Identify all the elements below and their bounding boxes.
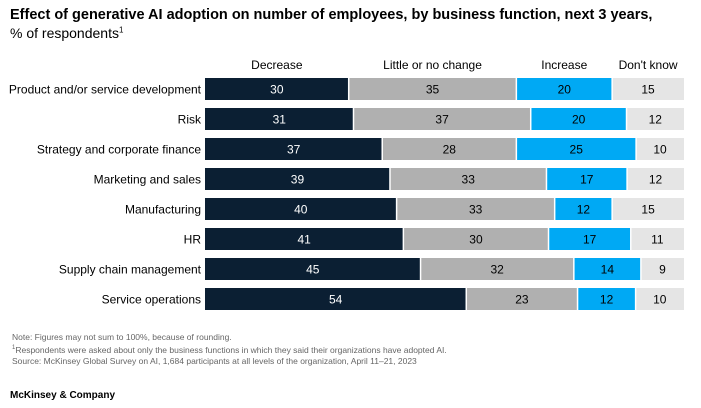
bar-segment-increase-marketing-and-sales <box>547 168 627 190</box>
value-label-increase-manufacturing: 12 <box>577 203 591 217</box>
chart-subtitle: % of respondents1 <box>10 25 123 41</box>
value-label-don-t-know-product-and-or-service-development: 15 <box>641 83 655 97</box>
bar-segment-little-or-no-change-marketing-and-sales <box>390 168 546 190</box>
value-label-increase-product-and-or-service-development: 20 <box>558 83 572 97</box>
value-label-decrease-strategy-and-corporate-finance: 37 <box>287 143 301 157</box>
value-label-little-or-no-change-manufacturing: 33 <box>469 203 483 217</box>
value-label-increase-strategy-and-corporate-finance: 25 <box>570 143 584 157</box>
value-label-decrease-product-and-or-service-development: 30 <box>270 83 284 97</box>
bar-segment-don-t-know-supply-chain-management <box>641 258 684 280</box>
value-label-decrease-service-operations: 54 <box>329 293 343 307</box>
value-label-little-or-no-change-risk: 37 <box>435 113 449 127</box>
legend-label-decrease: Decrease <box>251 58 303 72</box>
bar-segment-little-or-no-change-strategy-and-corporate-finance <box>382 138 516 160</box>
note-footnote-text: Respondents were asked about only the bu… <box>15 344 447 355</box>
value-label-don-t-know-service-operations: 10 <box>653 293 667 307</box>
category-label-product-and-or-service-development: Product and/or service development <box>9 83 202 97</box>
value-label-increase-risk: 20 <box>572 113 586 127</box>
chart-title: Effect of generative AI adoption on numb… <box>10 7 653 23</box>
category-label-risk: Risk <box>178 113 202 127</box>
bar-segment-increase-strategy-and-corporate-finance <box>517 138 636 160</box>
value-label-little-or-no-change-strategy-and-corporate-finance: 28 <box>443 143 457 157</box>
note-source: Source: McKinsey Global Survey on AI, 1,… <box>12 355 417 366</box>
bar-segment-don-t-know-marketing-and-sales <box>627 168 684 190</box>
bar-segment-decrease-hr <box>205 228 403 250</box>
value-label-don-t-know-supply-chain-management: 9 <box>659 263 666 277</box>
value-label-don-t-know-strategy-and-corporate-finance: 10 <box>653 143 667 157</box>
value-label-don-t-know-risk: 12 <box>649 113 663 127</box>
bar-segment-increase-manufacturing <box>555 198 612 220</box>
bar-segment-little-or-no-change-supply-chain-management <box>421 258 574 280</box>
bar-segment-don-t-know-service-operations <box>636 288 684 310</box>
value-label-don-t-know-marketing-and-sales: 12 <box>649 173 663 187</box>
value-label-decrease-risk: 31 <box>273 113 287 127</box>
bar-segment-don-t-know-strategy-and-corporate-finance <box>636 138 684 160</box>
category-label-marketing-and-sales: Marketing and sales <box>94 173 201 187</box>
stacked-bar-chart: Product and/or service development Risk St… <box>9 58 684 310</box>
value-label-little-or-no-change-hr: 30 <box>469 233 483 247</box>
value-label-little-or-no-change-service-operations: 23 <box>515 293 529 307</box>
bar-segment-decrease-risk <box>205 108 353 130</box>
subtitle-footnote-marker: 1 <box>118 25 124 35</box>
legend-label-don-t-know: Don't know <box>619 58 678 72</box>
category-label-strategy-and-corporate-finance: Strategy and corporate finance <box>37 143 201 157</box>
bar-segment-increase-hr <box>549 228 631 250</box>
value-label-little-or-no-change-product-and-or-service-development: 35 <box>426 83 440 97</box>
bar-segment-increase-service-operations <box>578 288 635 310</box>
value-label-decrease-hr: 41 <box>298 233 312 247</box>
bar-segment-decrease-manufacturing <box>205 198 396 220</box>
value-label-decrease-supply-chain-management: 45 <box>306 263 320 277</box>
category-label-hr: HR <box>184 233 202 247</box>
value-label-decrease-manufacturing: 40 <box>294 203 308 217</box>
bar-segment-decrease-strategy-and-corporate-finance <box>205 138 382 160</box>
value-label-increase-marketing-and-sales: 17 <box>580 173 594 187</box>
bar-segment-don-t-know-product-and-or-service-development <box>612 78 684 100</box>
value-label-little-or-no-change-marketing-and-sales: 33 <box>462 173 476 187</box>
category-label-service-operations: Service operations <box>102 293 201 307</box>
value-label-don-t-know-manufacturing: 15 <box>641 203 655 217</box>
value-label-increase-hr: 17 <box>583 233 597 247</box>
bar-segment-don-t-know-hr <box>631 228 684 250</box>
subtitle-text: % of respondents <box>10 25 119 41</box>
bar-segment-decrease-service-operations <box>205 288 466 310</box>
legend-label-little-or-no-change: Little or no change <box>383 58 482 72</box>
value-label-little-or-no-change-supply-chain-management: 32 <box>491 263 505 277</box>
category-label-manufacturing: Manufacturing <box>125 203 201 217</box>
chart-notes: Note: Figures may not sum to 100%, becau… <box>12 332 447 367</box>
value-label-increase-service-operations: 12 <box>600 293 614 307</box>
bar-segment-decrease-product-and-or-service-development <box>205 78 348 100</box>
bar-segment-little-or-no-change-hr <box>404 228 548 250</box>
bar-segment-don-t-know-risk <box>627 108 684 130</box>
bar-segment-decrease-marketing-and-sales <box>205 168 390 190</box>
bar-segment-decrease-supply-chain-management <box>205 258 420 280</box>
bar-segment-little-or-no-change-risk <box>354 108 530 130</box>
legend-label-increase: Increase <box>541 58 587 72</box>
bar-segment-increase-product-and-or-service-development <box>517 78 612 100</box>
note-footnote: 1Respondents were asked about only the b… <box>12 343 447 356</box>
bar-segment-increase-risk <box>531 108 626 130</box>
category-label-supply-chain-management: Supply chain management <box>59 263 202 277</box>
value-label-don-t-know-hr: 11 <box>651 233 664 247</box>
value-label-increase-supply-chain-management: 14 <box>601 263 615 277</box>
note-rounding: Note: Figures may not sum to 100%, becau… <box>12 332 232 342</box>
bar-segment-little-or-no-change-product-and-or-service-development <box>349 78 516 100</box>
note-footnote-marker: 1 <box>12 345 16 351</box>
value-label-decrease-marketing-and-sales: 39 <box>291 173 305 187</box>
bar-segment-little-or-no-change-service-operations <box>467 288 577 310</box>
bar-segment-don-t-know-manufacturing <box>612 198 684 220</box>
bar-segment-little-or-no-change-manufacturing <box>397 198 554 220</box>
brand-logo-text: McKinsey & Company <box>10 390 116 401</box>
bar-segment-increase-supply-chain-management <box>574 258 641 280</box>
